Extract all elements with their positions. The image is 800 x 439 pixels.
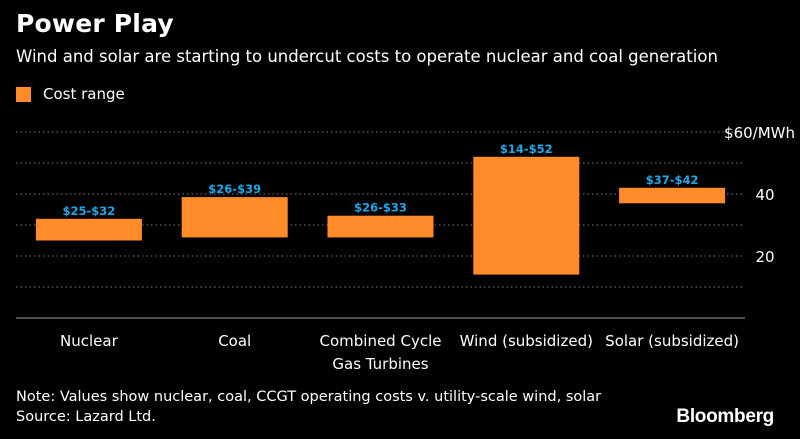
x-category-label: Coal (218, 332, 251, 350)
y-tick-label: 40 (755, 186, 774, 204)
legend: Cost range (16, 85, 125, 103)
x-category-label: Nuclear (60, 332, 119, 350)
y-tick-label: 20 (755, 248, 774, 266)
footnote: Note: Values show nuclear, coal, CCGT op… (16, 389, 602, 405)
x-category-label: Gas Turbines (332, 355, 428, 373)
cost-range-bar (181, 197, 288, 238)
x-category-label: Solar (subsidized) (605, 332, 739, 350)
bloomberg-logo: Bloomberg (676, 406, 774, 427)
cost-range-bar (35, 218, 142, 241)
cost-range-bar (473, 156, 580, 275)
data-label: $26-$33 (354, 201, 407, 215)
data-label: $25-$32 (63, 204, 116, 218)
source-note: Source: Lazard Ltd. (16, 409, 156, 425)
chart-title: Power Play (16, 9, 174, 38)
x-category-label: Combined Cycle (320, 332, 442, 350)
legend-swatch (16, 86, 31, 102)
x-category-label: Wind (subsidized) (460, 332, 593, 350)
cost-range-bar (327, 215, 434, 238)
legend-label: Cost range (43, 85, 125, 103)
y-tick-label: $60/MWh (724, 124, 795, 142)
data-label: $14-$52 (500, 142, 553, 156)
data-label: $37-$42 (646, 173, 699, 187)
cost-range-bar (619, 187, 726, 204)
data-label: $26-$39 (208, 182, 261, 196)
chart-subtitle: Wind and solar are starting to undercut … (16, 47, 718, 66)
